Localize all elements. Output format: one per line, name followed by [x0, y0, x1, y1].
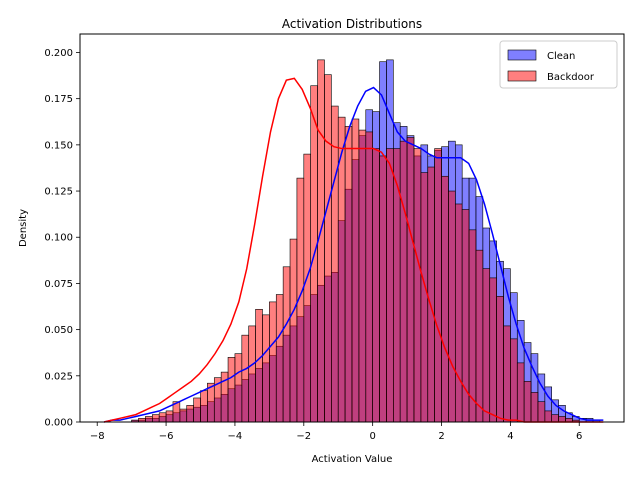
bar-backdoor [468, 229, 477, 423]
bar-backdoor [516, 362, 525, 423]
legend-label-backdoor: Backdoor [547, 72, 595, 83]
y-tick-label: 0.050 [44, 325, 73, 336]
bar-backdoor [482, 268, 491, 423]
x-tick-label: −8 [90, 431, 105, 442]
bar-backdoor [331, 105, 339, 423]
axes-frame [79, 33, 625, 423]
bar-backdoor [248, 325, 256, 423]
y-tick-label: 0.175 [44, 94, 73, 105]
y-tick-label: 0.125 [44, 187, 73, 198]
bar-backdoor [262, 314, 270, 423]
bar-backdoor [158, 412, 167, 423]
bar-backdoor [503, 325, 511, 423]
bar-backdoor [227, 357, 236, 423]
bar-backdoor [193, 397, 201, 423]
bar-backdoor [324, 74, 332, 423]
y-axis-label: Density [18, 209, 29, 247]
bar-backdoor [303, 153, 311, 423]
bar-backdoor [448, 190, 456, 423]
bar-backdoor [200, 390, 208, 423]
x-axis: −8 −6 −4 −2 0 2 4 6 [90, 422, 582, 442]
y-tick-label: 0.100 [44, 233, 73, 244]
bar-backdoor [365, 131, 373, 423]
bar-backdoor [165, 410, 174, 423]
bar-backdoor [344, 126, 353, 423]
bar-backdoor [372, 148, 380, 423]
bar-backdoor [558, 416, 566, 423]
bar-backdoor [186, 405, 194, 423]
bar-backdoor [406, 137, 415, 423]
bar-backdoor [275, 294, 284, 423]
y-tick-label: 0.200 [44, 48, 73, 59]
bar-backdoor [551, 414, 559, 423]
bar-backdoor [496, 296, 504, 423]
bar-backdoor [489, 277, 497, 423]
bar-backdoor [358, 129, 367, 423]
x-tick-label: −4 [228, 431, 243, 442]
bar-backdoor [207, 382, 215, 423]
bar-backdoor [523, 381, 532, 423]
x-axis-label: Activation Value [312, 454, 393, 465]
bar-backdoor [441, 175, 449, 423]
y-tick-label: 0.150 [44, 140, 73, 151]
bar-backdoor [138, 417, 146, 423]
y-tick-label: 0.075 [44, 279, 73, 290]
bar-backdoor [544, 410, 552, 423]
kde-lines [103, 77, 604, 423]
bar-backdoor [399, 140, 408, 423]
bar-backdoor [475, 249, 484, 423]
y-axis: 0.000 0.025 0.050 0.075 0.100 0.125 0.150 0.175… [44, 48, 80, 429]
x-tick-label: −6 [159, 431, 174, 442]
bar-backdoor [454, 203, 463, 423]
bar-backdoor [510, 338, 518, 423]
bar-backdoor [420, 172, 429, 423]
x-tick-label: −2 [296, 431, 311, 442]
y-tick-label: 0.025 [44, 371, 73, 382]
bar-backdoor [234, 353, 243, 423]
bar-backdoor [152, 414, 160, 423]
x-tick-label: 6 [576, 431, 582, 442]
bar-backdoor [269, 301, 277, 423]
y-tick-label: 0.000 [44, 418, 73, 429]
bar-backdoor [413, 148, 422, 423]
bar-backdoor [351, 118, 360, 423]
legend: Clean Backdoor [499, 40, 618, 89]
bar-backdoor [379, 155, 387, 423]
legend-swatch-backdoor [507, 70, 537, 82]
bar-backdoor [530, 392, 539, 423]
bar-backdoor [386, 148, 394, 423]
bar-backdoor [179, 408, 188, 423]
bar-backdoor [255, 308, 263, 423]
bar-backdoor [434, 148, 442, 423]
bar-backdoor [241, 334, 250, 423]
bar-backdoor [537, 401, 546, 423]
x-tick-label: 0 [369, 431, 375, 442]
x-tick-label: 4 [507, 431, 513, 442]
legend-swatch-clean [507, 49, 537, 61]
chart-title: Activation Distributions [282, 17, 422, 31]
kde-line-clean [103, 86, 604, 423]
kde-line-backdoor [103, 77, 604, 423]
legend-label-clean: Clean [547, 51, 575, 62]
bar-backdoor [427, 166, 435, 423]
bar-backdoor [289, 238, 298, 423]
bar-backdoor [145, 416, 153, 423]
bar-backdoor [282, 266, 291, 423]
x-tick-label: 2 [438, 431, 444, 442]
